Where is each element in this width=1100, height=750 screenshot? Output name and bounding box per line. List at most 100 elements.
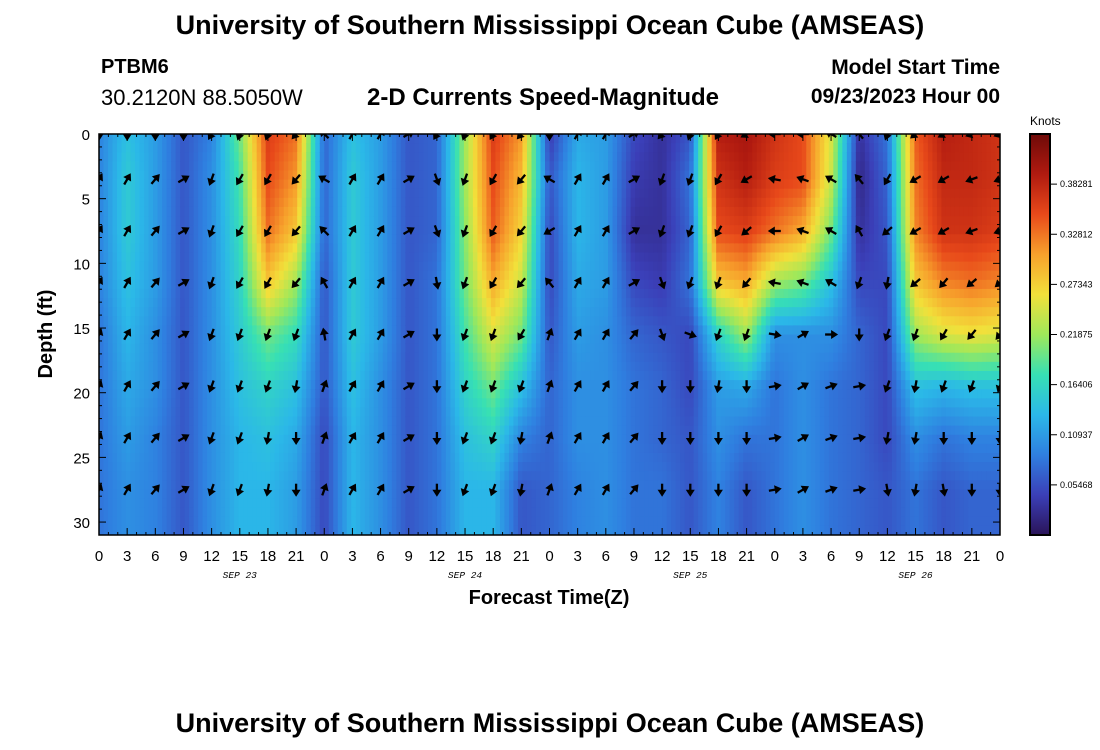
- heat-cell: [549, 516, 555, 527]
- heat-cell: [513, 352, 519, 363]
- heat-cell: [261, 370, 267, 381]
- heat-cell: [405, 452, 411, 463]
- heat-cell: [387, 462, 393, 472]
- heat-cell: [139, 197, 145, 208]
- heat-cell: [504, 316, 510, 326]
- heat-cell: [243, 188, 249, 199]
- heat-cell: [495, 316, 501, 326]
- heat-cell: [454, 398, 460, 409]
- heat-cell: [477, 407, 483, 418]
- heat-cell: [243, 152, 249, 162]
- heat-cell: [207, 234, 213, 244]
- heat-cell: [423, 407, 429, 418]
- heat-cell: [382, 407, 388, 418]
- heat-cell: [238, 334, 244, 345]
- heat-cell: [252, 343, 258, 354]
- heat-cell: [117, 361, 123, 372]
- heat-cell: [545, 398, 551, 409]
- heat-cell: [121, 270, 127, 281]
- heat-cell: [472, 452, 479, 463]
- heat-cell: [436, 261, 442, 272]
- heat-cell: [400, 298, 406, 308]
- heat-cell: [220, 161, 226, 172]
- heat-cell: [549, 489, 555, 500]
- heat-cell: [207, 298, 213, 308]
- heat-cell: [499, 370, 506, 381]
- heat-cell: [117, 152, 123, 162]
- heat-cell: [261, 225, 267, 235]
- heat-cell: [391, 279, 397, 290]
- heat-cell: [306, 507, 312, 518]
- heat-cell: [220, 480, 226, 491]
- heat-cell: [567, 234, 573, 244]
- heat-cell: [157, 452, 163, 463]
- heat-cell: [396, 243, 402, 254]
- heat-cell: [486, 389, 492, 399]
- heat-cell: [441, 361, 447, 372]
- heat-cell: [526, 434, 533, 445]
- heat-cell: [292, 143, 298, 153]
- heat-cell: [554, 389, 560, 399]
- heat-cell: [554, 298, 560, 308]
- heat-cell: [567, 462, 573, 472]
- heat-cell: [608, 134, 614, 144]
- heat-cell: [216, 425, 222, 436]
- heat-cell: [508, 498, 515, 509]
- heat-cell: [247, 443, 253, 454]
- heat-cell: [405, 498, 411, 509]
- heat-cell: [288, 288, 294, 299]
- heat-cell: [423, 462, 429, 472]
- heat-cell: [432, 343, 438, 354]
- heat-cell: [171, 298, 177, 308]
- heat-cell: [211, 206, 217, 217]
- heat-cell: [400, 343, 406, 354]
- heat-cell: [319, 462, 325, 472]
- heat-cell: [148, 498, 154, 509]
- heat-cell: [162, 370, 168, 381]
- heat-cell: [499, 507, 506, 518]
- heat-cell: [567, 407, 573, 418]
- heat-cell: [247, 225, 253, 235]
- heat-cell: [328, 316, 334, 326]
- heat-cell: [211, 471, 217, 481]
- heat-cell: [486, 452, 492, 463]
- heat-cell: [382, 316, 388, 326]
- heat-cell: [144, 452, 150, 463]
- heat-cell: [324, 143, 330, 153]
- heat-cell: [585, 516, 591, 527]
- heat-cell: [319, 316, 325, 326]
- heat-cell: [526, 361, 533, 372]
- heat-cell: [581, 316, 587, 326]
- heat-cell: [369, 225, 375, 235]
- heat-cell: [445, 361, 451, 372]
- heat-cell: [423, 197, 429, 208]
- heat-cell: [225, 179, 231, 190]
- heat-cell: [189, 370, 195, 381]
- heat-cell: [103, 225, 109, 235]
- heat-cell: [409, 462, 415, 472]
- heat-cell: [414, 407, 420, 418]
- heat-cell: [590, 334, 596, 345]
- heat-cell: [427, 298, 433, 308]
- heat-cell: [274, 471, 280, 481]
- heat-cell: [603, 279, 609, 290]
- heat-cell: [526, 343, 533, 354]
- heat-cell: [508, 398, 515, 409]
- heat-cell: [409, 516, 415, 527]
- heat-cell: [382, 252, 388, 263]
- heat-cell: [346, 398, 352, 409]
- heat-cell: [166, 471, 172, 481]
- heat-cell: [585, 288, 591, 299]
- heat-cell: [504, 143, 510, 153]
- heat-cell: [112, 398, 118, 409]
- heat-cell: [526, 170, 533, 181]
- heat-cell: [108, 334, 114, 345]
- heat-cell: [301, 452, 307, 463]
- heat-cell: [581, 152, 587, 162]
- heat-cell: [459, 243, 465, 254]
- heat-cell: [454, 462, 460, 472]
- heat-cell: [229, 498, 235, 509]
- heat-cell: [427, 480, 433, 491]
- heat-cell: [229, 343, 235, 354]
- heat-cell: [481, 197, 488, 208]
